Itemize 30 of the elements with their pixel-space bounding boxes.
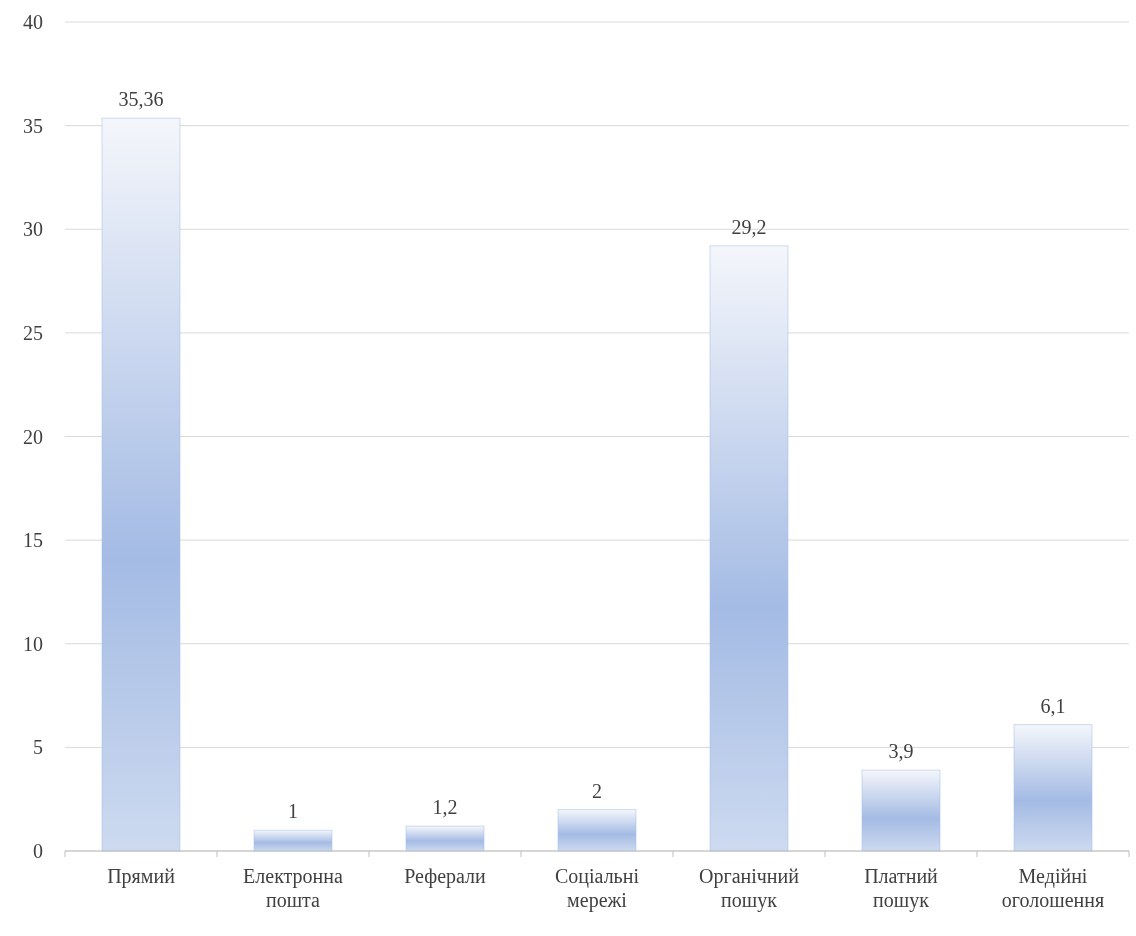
y-tick-label: 5 <box>33 736 43 759</box>
bar <box>405 825 485 852</box>
bar <box>709 245 789 852</box>
bar <box>861 769 941 852</box>
x-tick-label: Електронна пошта <box>243 865 344 911</box>
x-tick-label: Соціальні мережі <box>554 865 640 912</box>
data-label: 3,9 <box>888 740 914 763</box>
bar <box>101 117 181 852</box>
x-tick-label: Прямий <box>107 865 176 888</box>
bar <box>253 829 333 852</box>
y-tick-label: 25 <box>23 321 43 344</box>
y-tick-label: 20 <box>23 425 43 448</box>
x-tick-label: Реферали <box>404 865 487 888</box>
data-label: 1 <box>288 800 298 823</box>
data-label: 35,36 <box>118 88 164 111</box>
y-tick-label: 30 <box>23 218 43 241</box>
x-tick-label: Медійні оголошення <box>1001 865 1105 911</box>
data-label: 1,2 <box>432 796 458 819</box>
data-label: 2 <box>592 779 602 802</box>
y-tick-label: 40 <box>23 11 43 33</box>
y-tick-label: 10 <box>23 632 43 655</box>
x-tick-label: Платний пошук <box>864 865 939 912</box>
bar <box>557 809 637 852</box>
data-label: 6,1 <box>1040 694 1066 717</box>
data-label: 29,2 <box>731 215 767 238</box>
x-tick-label: Органічний пошук <box>699 865 800 912</box>
y-tick-label: 0 <box>33 840 43 862</box>
y-tick-label: 15 <box>23 529 43 552</box>
bar <box>1013 724 1093 852</box>
y-tick-label: 35 <box>23 114 43 137</box>
